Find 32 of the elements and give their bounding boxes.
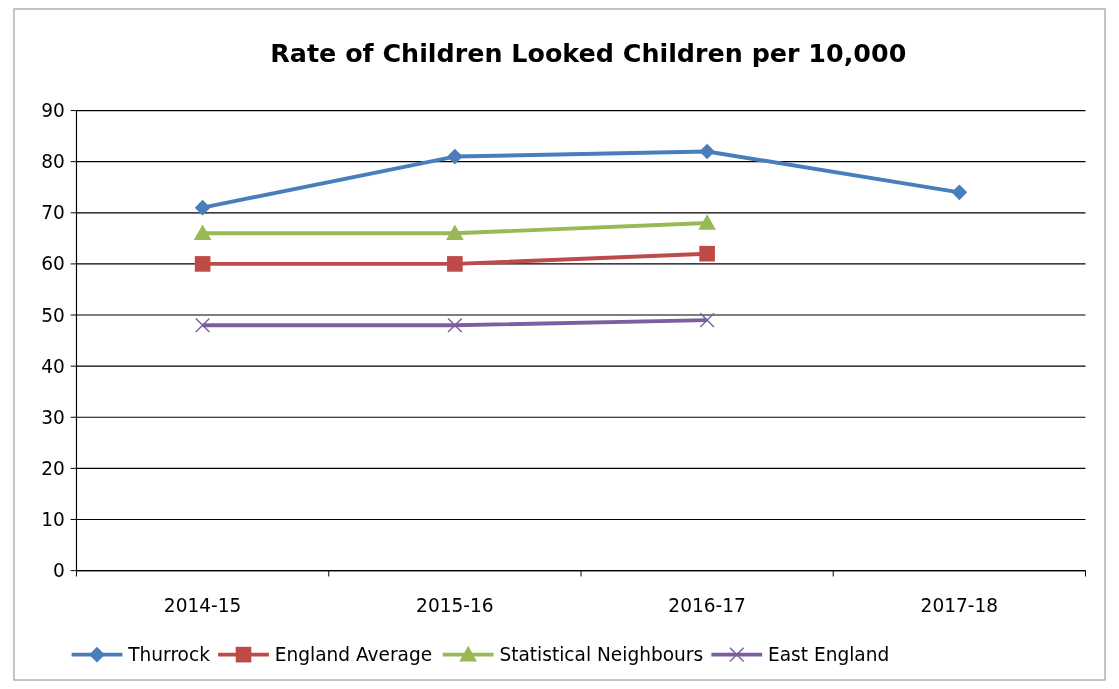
x-tick-label: 2015-16	[416, 594, 494, 616]
y-tick-label: 0	[52, 560, 65, 582]
point	[194, 199, 211, 216]
chart-title: Rate of Children Looked Children per 10,000	[270, 37, 907, 68]
point	[194, 256, 211, 272]
legend-label: England Average	[274, 644, 433, 666]
point	[699, 312, 715, 328]
point	[193, 224, 212, 241]
x-tick-label: 2017-18	[920, 594, 999, 616]
y-tick-label: 20	[41, 457, 65, 479]
y-tick-label: 30	[41, 406, 65, 428]
legend-label: Statistical Neighbours	[499, 644, 704, 666]
point	[951, 184, 968, 201]
y-tick-label: 40	[41, 355, 65, 377]
y-tick-label: 90	[41, 100, 65, 122]
point	[447, 317, 463, 333]
x-tick-label: 2016-17	[668, 594, 746, 616]
y-tick-label: 10	[41, 509, 65, 530]
legend-label: East England	[768, 644, 890, 666]
y-tick-label: 50	[41, 304, 65, 326]
point	[447, 148, 463, 165]
legend-label: Thurrock	[127, 644, 211, 666]
point	[698, 214, 716, 230]
point	[699, 143, 715, 160]
point	[446, 224, 464, 241]
point	[447, 256, 463, 272]
y-tick-label: 60	[41, 253, 65, 275]
point	[699, 245, 715, 262]
y-tick-label: 80	[41, 151, 65, 173]
y-tick-label: 70	[41, 202, 65, 224]
x-tick-label: 2014-15	[163, 594, 242, 616]
point	[195, 317, 211, 333]
